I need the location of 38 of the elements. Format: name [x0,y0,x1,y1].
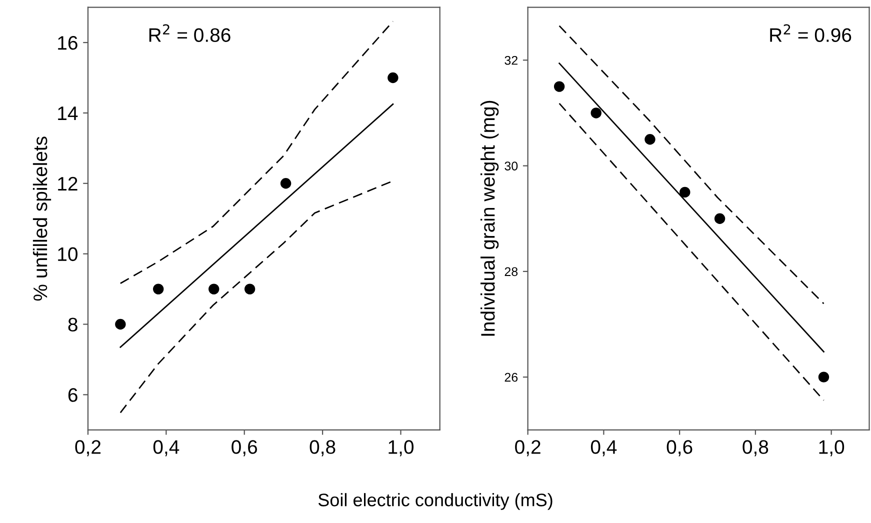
x-tick-label: 0,2 [515,440,540,456]
point [388,72,398,84]
x-tick-label: 0,6 [666,440,692,456]
point [554,81,565,92]
point [680,186,690,198]
y-tick-label: 8 [68,318,78,332]
x-tick-label: 0,4 [590,440,617,456]
x-tick-label: 1,0 [388,440,414,456]
y-tick-label: 26 [504,372,518,382]
y-tick-label: 12 [58,176,78,190]
y-tick-label: 14 [58,106,78,120]
point [280,178,292,189]
annotation: R$^{2}$ = 0.86 [149,24,230,42]
annotation: R$^{2}$ = 0.96 [770,24,852,42]
y-tick-label: 10 [58,247,78,262]
x-axis-title: Soil electric conductivity (mS) [318,493,552,510]
y-tick-label: 16 [58,36,78,50]
x-tick-label: 1,0 [819,440,844,456]
x-tick-label: 0,4 [153,440,180,456]
y-axis-title: Individual grain weight (mg) [480,100,499,336]
point [818,372,830,382]
point [208,284,220,294]
y-tick-label: 6 [68,388,78,402]
x-tick-label: 0,6 [232,440,258,456]
point [115,318,126,330]
point [590,108,602,118]
y-tick-label: 30 [504,162,518,170]
point [152,284,164,294]
x-tick-label: 0,2 [75,440,101,456]
point [644,134,656,145]
y-axis-title: % unfilled spikelets [32,136,52,301]
x-tick-label: 0,8 [742,440,768,456]
y-tick-label: 28 [504,267,518,276]
point [714,213,726,224]
y-tick-label: 32 [504,56,518,65]
line-series [120,20,394,284]
point [244,284,256,294]
x-tick-label: 0,8 [310,440,336,456]
